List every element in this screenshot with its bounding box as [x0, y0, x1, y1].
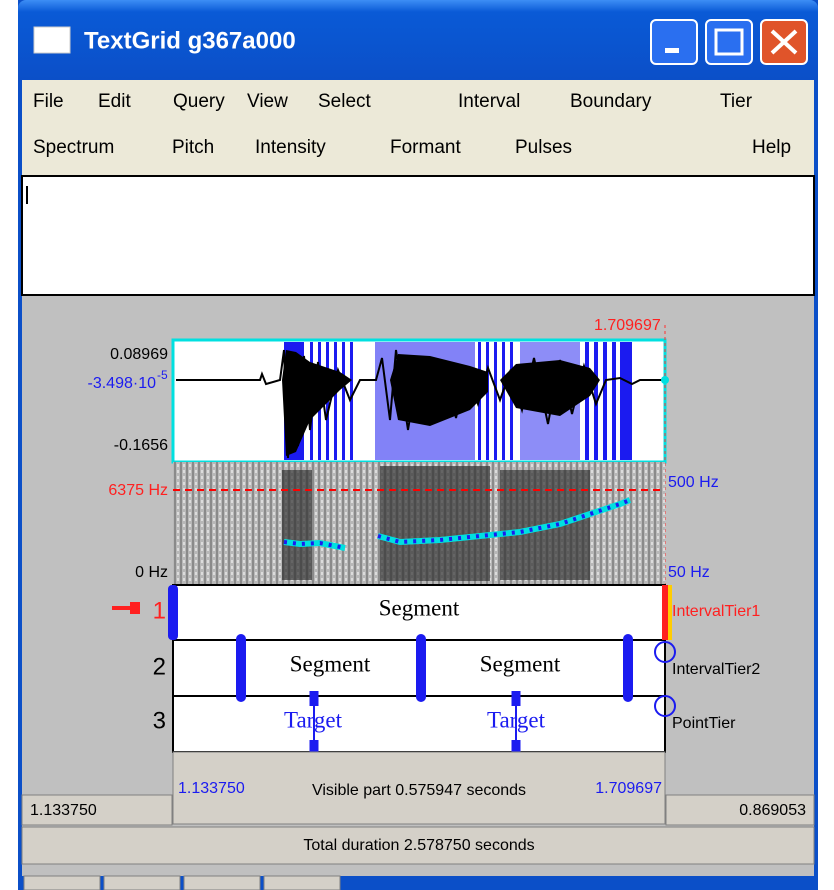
- total-duration: Total duration 2.578750 seconds: [303, 837, 534, 854]
- menu-item[interactable]: Help: [752, 137, 791, 158]
- tier-number[interactable]: 2: [153, 653, 166, 680]
- pitch-points: [283, 498, 631, 550]
- menu-item[interactable]: Interval: [458, 91, 520, 112]
- menu-bar: [22, 80, 814, 176]
- tier2-end-marker: [654, 641, 676, 663]
- wave-cursor-value: -3.498·10: [88, 375, 157, 392]
- visible-part: Visible part 0.575947 seconds: [312, 782, 526, 799]
- menu-item[interactable]: Pitch: [172, 137, 214, 158]
- cursor-time: 1.709697: [594, 317, 661, 334]
- minimize-button[interactable]: [650, 19, 698, 65]
- tier3-end-marker: [654, 695, 676, 717]
- maximize-button[interactable]: [705, 19, 753, 65]
- window-title: TextGrid g367a000: [84, 27, 296, 54]
- pitch-min: 50 Hz: [668, 564, 710, 581]
- menu-item[interactable]: File: [33, 91, 64, 112]
- selected-boundary: [668, 585, 672, 640]
- interval-label: Segment: [480, 651, 561, 676]
- selected-boundary: [662, 585, 670, 640]
- menu-item[interactable]: Tier: [720, 91, 753, 112]
- tier-number[interactable]: 3: [153, 707, 166, 734]
- tier-name: PointTier: [672, 715, 736, 732]
- wave-max: 0.08969: [110, 346, 168, 363]
- wave-cursor-exponent: -5: [157, 368, 168, 382]
- point-label: Target: [487, 707, 546, 732]
- menu-item[interactable]: Spectrum: [33, 137, 114, 158]
- close-icon: [770, 29, 798, 55]
- menu-item[interactable]: Intensity: [255, 137, 326, 158]
- tier2-boundaries: [236, 634, 633, 702]
- window-buttons: [650, 19, 808, 65]
- text-field[interactable]: [21, 175, 815, 296]
- visible-end: 1.709697: [595, 780, 662, 797]
- tier-name: IntervalTier1: [672, 603, 760, 620]
- cursor-dot: [661, 376, 669, 384]
- menu-item[interactable]: View: [247, 91, 288, 112]
- title-bar: [18, 0, 818, 80]
- maximize-icon: [714, 28, 744, 56]
- tier-name: IntervalTier2: [672, 661, 760, 678]
- interval-label: Segment: [290, 651, 371, 676]
- spectrum-min: 0 Hz: [135, 564, 168, 581]
- total-duration-button[interactable]: [21, 826, 815, 865]
- menu-item[interactable]: Query: [173, 91, 225, 112]
- left-part: 1.133750: [30, 802, 97, 819]
- boundary: [168, 585, 178, 640]
- menu-item[interactable]: Formant: [390, 137, 461, 158]
- interval-label: Segment: [379, 595, 460, 620]
- window-icon: [33, 26, 71, 54]
- pitch-max: 500 Hz: [668, 474, 719, 491]
- bottom-buttons: [23, 875, 341, 890]
- waveform-body: [282, 350, 600, 456]
- left-part-button[interactable]: [21, 794, 173, 826]
- minimize-icon: [665, 48, 679, 53]
- visible-start: 1.133750: [178, 780, 245, 797]
- menu-item[interactable]: Pulses: [515, 137, 572, 158]
- right-part-button[interactable]: [665, 794, 815, 826]
- right-part: 0.869053: [739, 802, 806, 819]
- menu-item[interactable]: Boundary: [570, 91, 652, 112]
- spectrum-max: 6375 Hz: [108, 482, 168, 499]
- wave-min: -0.1656: [114, 437, 168, 454]
- tier-number[interactable]: 1: [153, 597, 166, 624]
- selected-tier-pointer: [112, 602, 140, 614]
- point-label: Target: [284, 707, 343, 732]
- menu-item[interactable]: Edit: [98, 91, 131, 112]
- visible-part-button[interactable]: [172, 751, 666, 825]
- menu-item[interactable]: Select: [318, 91, 372, 112]
